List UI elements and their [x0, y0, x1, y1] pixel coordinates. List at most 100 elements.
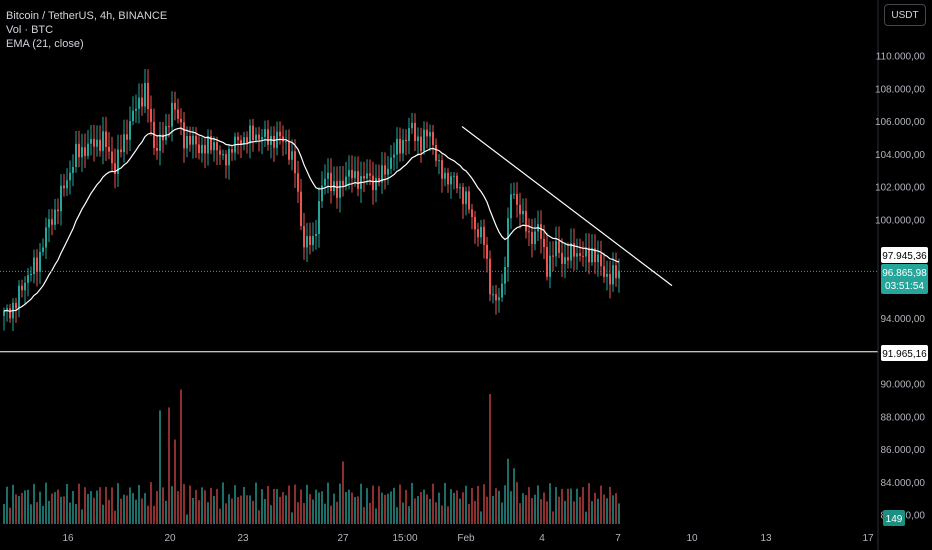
- candle-body: [192, 135, 194, 145]
- candle-body: [597, 254, 599, 263]
- candle-body: [306, 236, 308, 248]
- volume-bar: [606, 498, 608, 524]
- ema-line: [3, 127, 620, 312]
- candle-body: [570, 243, 572, 261]
- volume-bar: [180, 389, 182, 524]
- candle-body: [267, 129, 269, 145]
- candle-body: [156, 147, 158, 151]
- time-tick-label: 20: [164, 533, 176, 544]
- volume-bar: [489, 394, 491, 524]
- volume-bar: [210, 487, 212, 524]
- volume-bar: [609, 486, 611, 524]
- price-tick-label: 86.000,00: [881, 445, 926, 456]
- candle-body: [168, 126, 170, 128]
- ema-indicator-label[interactable]: EMA (21, close): [6, 38, 84, 50]
- candle-body: [33, 257, 35, 274]
- volume-bar: [102, 504, 104, 524]
- candle-body: [78, 143, 80, 158]
- volume-bar: [249, 495, 251, 524]
- candle-body: [66, 180, 68, 189]
- price-tick-label: 84.000,00: [881, 478, 926, 489]
- volume-bar: [564, 500, 566, 524]
- volume-bar: [195, 489, 197, 524]
- candle-body: [462, 187, 464, 205]
- volume-bar: [453, 492, 455, 524]
- volume-bar: [159, 410, 161, 524]
- volume-bar: [111, 487, 113, 524]
- candle-body: [288, 141, 290, 160]
- volume-bar: [612, 495, 614, 524]
- countdown-label: 03:51:54: [885, 281, 924, 292]
- candle-body: [36, 257, 38, 272]
- volume-bar: [216, 488, 218, 524]
- volume-bar: [42, 505, 44, 524]
- volume-bar: [309, 494, 311, 524]
- candle-body: [369, 173, 371, 176]
- candle-body: [30, 273, 32, 276]
- candle-body: [300, 191, 302, 227]
- volume-bar: [171, 486, 173, 524]
- volume-bar: [615, 493, 617, 524]
- candle-body: [261, 137, 263, 140]
- volume-bar: [213, 495, 215, 524]
- volume-bar: [360, 483, 362, 524]
- time-tick-label: 15:00: [392, 533, 417, 544]
- candle-body: [564, 257, 566, 264]
- candle-body: [111, 151, 113, 164]
- candle-body: [606, 273, 608, 277]
- candle-body: [132, 110, 134, 122]
- volume-bar: [132, 493, 134, 524]
- trendline[interactable]: [461, 126, 673, 287]
- volume-bar: [30, 504, 32, 524]
- candle-body: [477, 229, 479, 238]
- candle-body: [585, 247, 587, 257]
- volume-bar: [84, 487, 86, 524]
- volume-bar: [576, 488, 578, 524]
- candle-body: [468, 191, 470, 210]
- volume-bar: [474, 501, 476, 524]
- volume-bar: [597, 498, 599, 524]
- volume-bar: [150, 482, 152, 524]
- candle-body: [426, 129, 428, 137]
- volume-bar: [459, 498, 461, 524]
- candle-body: [147, 82, 149, 109]
- candle-body: [114, 163, 116, 174]
- candle-body: [339, 180, 341, 198]
- candle-body: [393, 154, 395, 158]
- time-axis[interactable]: 16 20 23 27 15:00 Feb 4 7 10 13 17: [62, 533, 874, 544]
- volume-bar: [48, 500, 50, 524]
- volume-bar: [315, 489, 317, 524]
- volume-bar: [501, 502, 503, 524]
- price-tick-label: 104.000,00: [875, 150, 925, 161]
- chart-legend: Bitcoin / TetherUS, 4h, BINANCE Vol · BT…: [6, 9, 167, 51]
- candle-body: [543, 238, 545, 248]
- volume-bar: [495, 488, 497, 524]
- symbol-title[interactable]: Bitcoin / TetherUS, 4h, BINANCE: [6, 10, 168, 22]
- volume-bar: [369, 502, 371, 524]
- candle-body: [480, 226, 482, 238]
- volume-bar: [303, 502, 305, 524]
- currency-button[interactable]: USDT: [884, 4, 926, 26]
- candle-body: [201, 144, 203, 154]
- candle-body: [63, 185, 65, 189]
- volume-indicator-label[interactable]: Vol · BTC: [6, 24, 54, 36]
- volume-bar: [447, 506, 449, 524]
- candle-body: [102, 131, 104, 151]
- volume-bar: [15, 494, 17, 524]
- candle-body: [252, 125, 254, 141]
- candle-body: [255, 134, 257, 141]
- candle-body: [303, 226, 305, 248]
- candle-body: [222, 154, 224, 156]
- candle-body: [99, 139, 101, 151]
- volume-bar: [456, 490, 458, 524]
- price-tick-label: 88.000,00: [881, 412, 926, 423]
- volume-bar: [96, 490, 98, 524]
- volume-bar: [312, 499, 314, 524]
- time-tick-label: Feb: [457, 533, 475, 544]
- volume-bar: [381, 492, 383, 524]
- candle-body: [48, 219, 50, 228]
- candle-body: [513, 193, 515, 195]
- candle-body: [159, 134, 161, 151]
- volume-bar: [129, 487, 131, 524]
